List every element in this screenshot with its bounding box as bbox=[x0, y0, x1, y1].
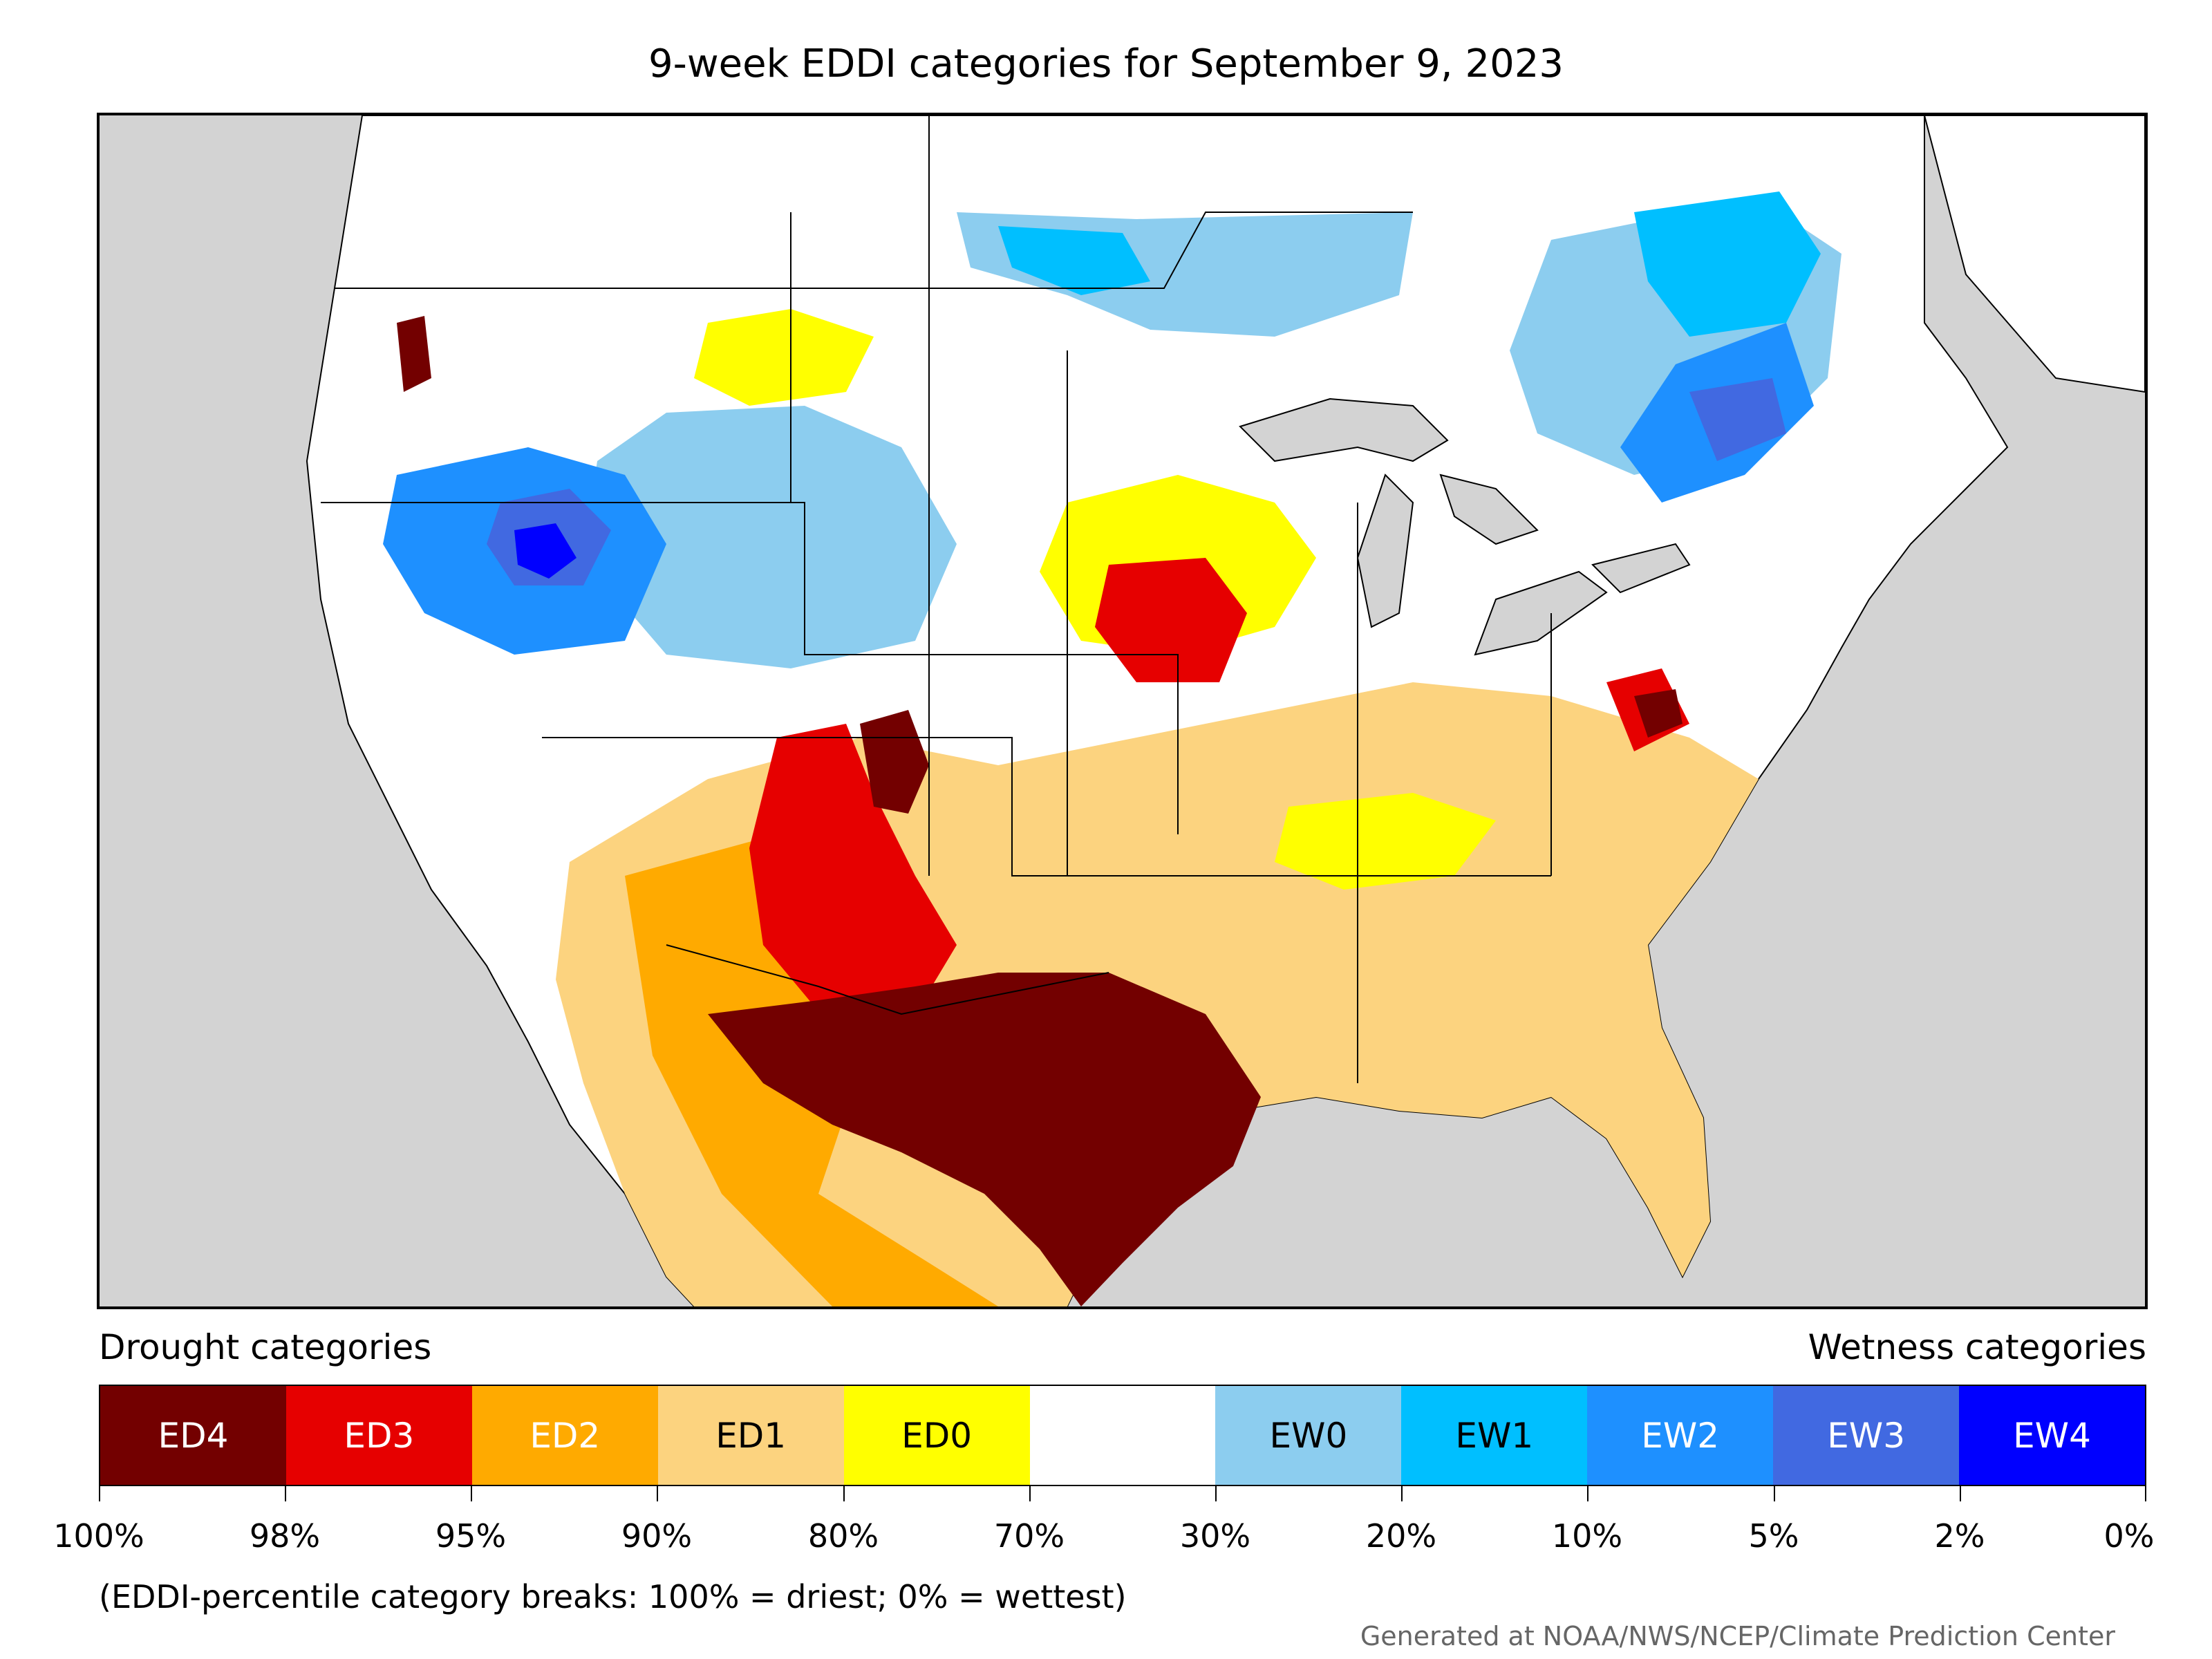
ew0-region bbox=[583, 198, 1841, 668]
tick-mark bbox=[285, 1486, 286, 1501]
category-swatch-ew0: EW0 bbox=[1215, 1386, 1402, 1485]
category-swatch-ew2: EW2 bbox=[1587, 1386, 1774, 1485]
category-swatch-neutral bbox=[1029, 1386, 1216, 1485]
ed3-region bbox=[749, 558, 1689, 1028]
tick-mark bbox=[2145, 1486, 2146, 1501]
ed0-region bbox=[694, 309, 1496, 890]
wetness-categories-label: Wetness categories bbox=[1808, 1327, 2146, 1367]
category-label: ED0 bbox=[901, 1415, 973, 1456]
state-boundaries bbox=[321, 115, 1552, 1083]
category-swatch-ed1: ED1 bbox=[657, 1386, 844, 1485]
ew1-region bbox=[998, 191, 1821, 337]
tick-label: 95% bbox=[435, 1517, 507, 1555]
eddi-map bbox=[97, 113, 2148, 1309]
category-swatch-ew3: EW3 bbox=[1773, 1386, 1960, 1485]
tick-label: 98% bbox=[249, 1517, 321, 1555]
tick-mark bbox=[843, 1486, 845, 1501]
category-colorbar: ED4 ED3 ED2 ED1 ED0 EW0 EW1 EW2 EW3 EW4 bbox=[99, 1385, 2146, 1486]
tick-label: 5% bbox=[1748, 1517, 1799, 1555]
tick-mark bbox=[471, 1486, 472, 1501]
map-title: 9-week EDDI categories for September 9, … bbox=[648, 41, 1564, 86]
category-swatch-ed0: ED0 bbox=[843, 1386, 1030, 1485]
tick-label: 70% bbox=[993, 1517, 1065, 1555]
great-lakes bbox=[1239, 397, 1691, 656]
category-swatch-ed2: ED2 bbox=[471, 1386, 658, 1485]
category-swatch-ew1: EW1 bbox=[1401, 1386, 1588, 1485]
tick-mark bbox=[1029, 1486, 1031, 1501]
category-label: ED2 bbox=[529, 1415, 601, 1456]
tick-mark bbox=[1215, 1486, 1217, 1501]
category-swatch-ed4: ED4 bbox=[100, 1386, 286, 1485]
tick-label: 10% bbox=[1551, 1517, 1623, 1555]
tick-label: 80% bbox=[807, 1517, 879, 1555]
ew4-region bbox=[514, 523, 577, 579]
category-swatch-ew4: EW4 bbox=[1959, 1386, 2145, 1485]
tick-mark bbox=[1587, 1486, 1588, 1501]
category-swatch-ed3: ED3 bbox=[285, 1386, 472, 1485]
tick-label: 20% bbox=[1365, 1517, 1437, 1555]
tick-mark bbox=[1774, 1486, 1775, 1501]
tick-mark bbox=[1960, 1486, 1961, 1501]
colorbar-ticks bbox=[99, 1486, 2146, 1507]
tick-label: 0% bbox=[2103, 1517, 2155, 1555]
tick-label: 30% bbox=[1179, 1517, 1251, 1555]
category-label: EW3 bbox=[1827, 1415, 1906, 1456]
category-label: EW0 bbox=[1269, 1415, 1348, 1456]
category-label: EW1 bbox=[1455, 1415, 1534, 1456]
category-breaks-note: (EDDI-percentile category breaks: 100% =… bbox=[99, 1578, 1127, 1615]
ed4-region bbox=[397, 316, 1683, 1306]
category-label: ED1 bbox=[715, 1415, 787, 1456]
category-label: ED4 bbox=[158, 1415, 229, 1456]
tick-label: 90% bbox=[621, 1517, 693, 1555]
drought-categories-label: Drought categories bbox=[99, 1327, 432, 1367]
map-canvas bbox=[306, 115, 2145, 1306]
category-label: ED3 bbox=[344, 1415, 415, 1456]
tick-label: 100% bbox=[53, 1517, 144, 1555]
category-label: EW2 bbox=[1641, 1415, 1720, 1456]
tick-label: 2% bbox=[1934, 1517, 1985, 1555]
tick-mark bbox=[1401, 1486, 1403, 1501]
tick-mark bbox=[657, 1486, 658, 1501]
credit-text: Generated at NOAA/NWS/NCEP/Climate Predi… bbox=[1360, 1621, 2115, 1651]
category-label: EW4 bbox=[2013, 1415, 2091, 1456]
ew2-region bbox=[383, 323, 1814, 655]
tick-mark bbox=[99, 1486, 100, 1501]
